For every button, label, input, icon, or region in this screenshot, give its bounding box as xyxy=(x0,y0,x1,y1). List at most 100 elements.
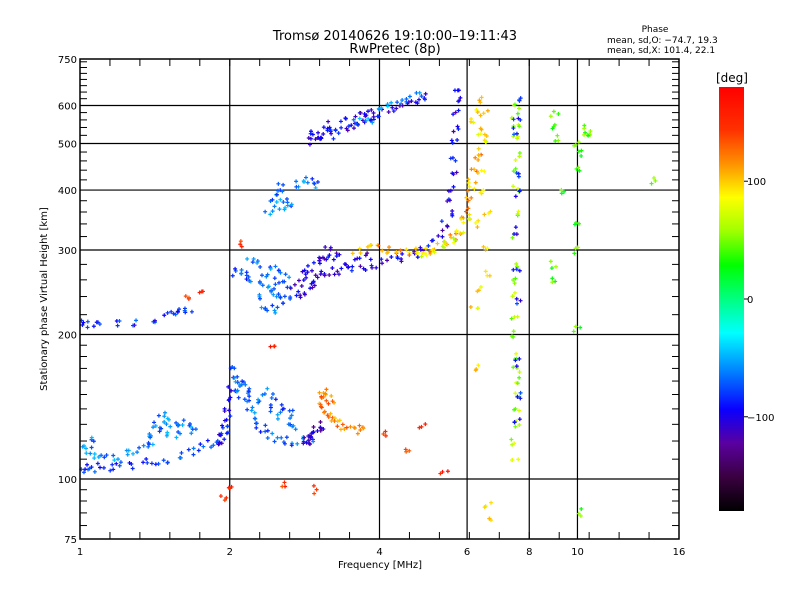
scatter-point xyxy=(245,391,250,396)
x-tick-label: 10 xyxy=(571,547,584,558)
scatter-point xyxy=(447,198,452,203)
scatter-point xyxy=(343,116,348,121)
scatter-point xyxy=(288,296,293,301)
scatter-point xyxy=(459,216,464,221)
scatter-point xyxy=(91,439,96,444)
scatter-point xyxy=(220,425,225,430)
scatter-point xyxy=(357,246,362,251)
scatter-point xyxy=(518,390,523,395)
x-tick-label: 4 xyxy=(376,547,382,558)
scatter-point xyxy=(466,198,471,203)
scatter-point xyxy=(159,426,164,431)
scatter-point xyxy=(464,195,469,200)
scatter-point xyxy=(275,412,280,417)
scatter-point xyxy=(440,234,445,239)
scatter-point xyxy=(473,368,478,373)
scatter-point xyxy=(273,397,278,402)
scatter-point xyxy=(417,425,422,430)
scatter-point xyxy=(386,250,391,255)
scatter-point xyxy=(189,431,194,436)
scatter-point xyxy=(456,88,461,93)
scatter-point xyxy=(511,277,516,282)
scatter-point xyxy=(272,204,277,209)
scatter-point xyxy=(515,394,520,399)
scatter-point xyxy=(331,257,336,262)
scatter-point xyxy=(457,98,462,103)
scatter-point xyxy=(268,409,273,414)
scatter-series xyxy=(511,96,523,425)
scatter-point xyxy=(176,423,181,428)
scatter-point xyxy=(515,314,520,319)
scatter-point xyxy=(361,426,366,431)
scatter-point xyxy=(461,230,466,235)
scatter-point xyxy=(349,123,354,128)
scatter-point xyxy=(279,402,284,407)
scatter-point xyxy=(517,189,522,194)
scatter-point xyxy=(265,285,270,290)
scatter-point xyxy=(294,179,299,184)
scatter-point xyxy=(395,255,400,260)
scatter-point xyxy=(329,131,334,136)
scatter-point xyxy=(333,128,338,133)
scatter-point xyxy=(466,206,471,211)
scatter-point xyxy=(228,414,233,419)
scatter-series xyxy=(230,256,293,315)
scatter-point xyxy=(577,221,582,226)
scatter-point xyxy=(386,109,391,114)
scatter-point xyxy=(332,419,337,424)
scatter-point xyxy=(276,188,281,193)
scatter-point xyxy=(351,117,356,122)
scatter-point xyxy=(310,176,315,181)
scatter-point xyxy=(319,269,324,274)
scatter-point xyxy=(562,189,567,194)
scatter-series xyxy=(216,374,240,447)
scatter-point xyxy=(482,505,487,510)
scatter-point xyxy=(182,306,187,311)
scatter-point xyxy=(576,140,581,145)
scatter-point xyxy=(259,273,264,278)
scatter-point xyxy=(454,228,459,233)
scatter-point xyxy=(318,256,323,261)
scatter-point xyxy=(276,292,281,297)
scatter-point xyxy=(355,431,360,436)
scatter-point xyxy=(260,283,265,288)
scatter-point xyxy=(173,312,178,317)
scatter-point xyxy=(134,318,139,323)
scatter-point xyxy=(245,399,250,404)
scatter-point xyxy=(451,112,456,117)
scatter-point xyxy=(81,470,86,475)
scatter-point xyxy=(278,410,283,415)
scatter-point xyxy=(514,232,519,237)
scatter-series xyxy=(548,109,658,518)
scatter-point xyxy=(398,248,403,253)
scatter-point xyxy=(162,313,167,318)
scatter-point xyxy=(181,418,186,423)
scatter-point xyxy=(269,289,274,294)
scatter-point xyxy=(413,246,418,251)
scatter-point xyxy=(576,165,581,170)
scatter-point xyxy=(394,106,399,111)
scatter-point xyxy=(197,290,202,295)
scatter-point xyxy=(516,457,521,462)
scatter-point xyxy=(478,131,483,136)
scatter-point xyxy=(572,143,577,148)
scatter-point xyxy=(510,235,515,240)
scatter-point xyxy=(111,453,116,458)
scatter-point xyxy=(274,294,279,299)
scatter-point xyxy=(467,184,472,189)
scatter-point xyxy=(89,445,94,450)
scatter-point xyxy=(252,416,257,421)
scatter-point xyxy=(466,216,471,221)
scatter-point xyxy=(131,323,136,328)
scatter-point xyxy=(80,444,85,449)
scatter-point xyxy=(273,264,278,269)
scatter-point xyxy=(85,319,90,324)
scatter-point xyxy=(371,117,376,122)
scatter-point xyxy=(141,443,146,448)
colorbar-label: [deg] xyxy=(716,71,748,85)
scatter-point xyxy=(168,424,173,429)
scatter-point xyxy=(549,266,554,271)
scatter-point xyxy=(516,209,521,214)
scatter-point xyxy=(101,465,106,470)
scatter-point xyxy=(282,279,287,284)
